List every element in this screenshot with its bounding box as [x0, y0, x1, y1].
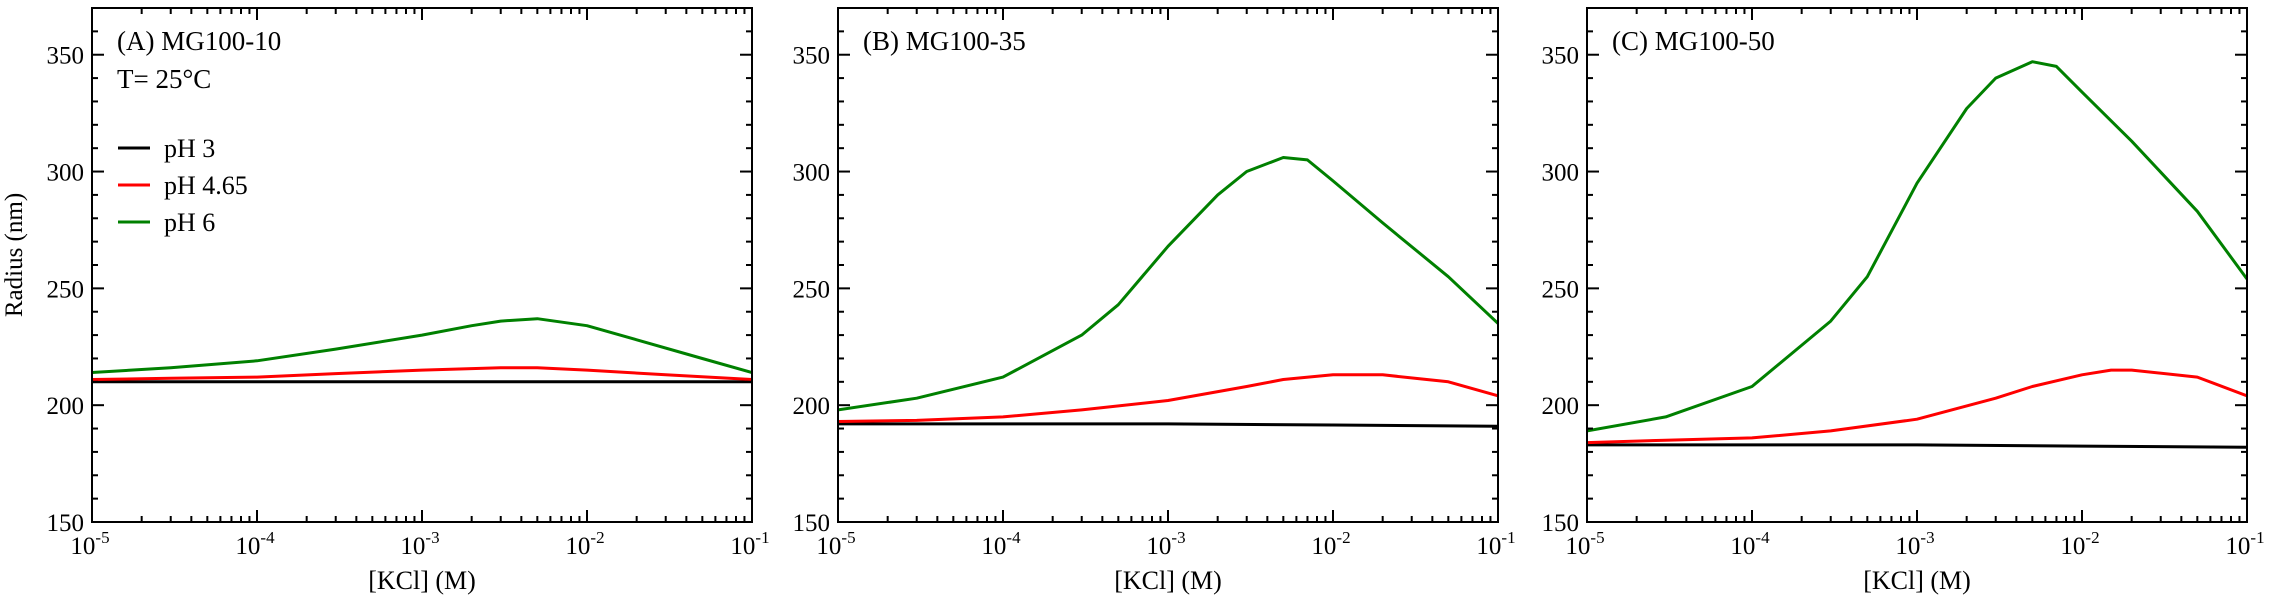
x-tick-label: 10-5: [1565, 528, 1604, 560]
y-tick-label: 200: [1542, 393, 1580, 420]
y-tick-label: 250: [47, 276, 85, 303]
x-tick-exponent: -4: [260, 528, 275, 547]
x-tick-label: 10-1: [730, 528, 769, 560]
y-tick-label: 150: [47, 510, 85, 537]
x-axis-label: [KCl] (M): [1863, 566, 1971, 595]
y-tick-label: 150: [1542, 510, 1580, 537]
legend: pH 3 pH 4.65 pH 6: [118, 134, 248, 237]
x-tick-base: 10: [565, 533, 590, 560]
y-tick-label: 300: [793, 160, 831, 187]
x-tick-base: 10: [1565, 533, 1590, 560]
x-tick-label: 10-5: [70, 528, 109, 560]
series-line-ph-4-65: [838, 373, 1498, 423]
x-tick-base: 10: [1476, 533, 1501, 560]
x-tick-exponent: -3: [1171, 528, 1185, 547]
y-tick-label: 300: [1542, 160, 1580, 187]
x-tick-exponent: -2: [1336, 528, 1350, 547]
y-tick-label: 150: [793, 510, 831, 537]
y-tick-label: 250: [793, 276, 831, 303]
y-tick-label: 250: [1542, 276, 1580, 303]
legend-label: pH 3: [164, 134, 215, 163]
y-axis-label: Radius (nm): [1, 193, 28, 317]
y-tick-label: 350: [793, 43, 831, 70]
x-tick-label: 10-1: [2225, 528, 2264, 560]
y-tick-label: 300: [47, 160, 85, 187]
plot-frame: [837, 7, 1499, 523]
series-line-ph-3: [838, 422, 1498, 428]
x-tick-label: 10-3: [1895, 528, 1934, 560]
x-tick-label: 10-5: [816, 528, 855, 560]
x-tick-base: 10: [1146, 533, 1171, 560]
y-tick-label: 200: [47, 393, 85, 420]
x-tick-base: 10: [730, 533, 755, 560]
y-tick-label: 200: [793, 393, 831, 420]
legend-label: pH 6: [164, 208, 215, 237]
x-tick-exponent: -5: [841, 528, 855, 547]
series-line-ph-4-65: [1587, 368, 2247, 445]
x-tick-exponent: -2: [2085, 528, 2099, 547]
series-line-ph-4-65: [92, 366, 752, 381]
x-tick-exponent: -5: [95, 528, 109, 547]
x-tick-base: 10: [981, 533, 1006, 560]
x-tick-exponent: -1: [1501, 528, 1515, 547]
panel-label: (C) MG100-50: [1612, 26, 1775, 56]
panel-label: (A) MG100-10: [117, 26, 281, 56]
x-tick-exponent: -3: [425, 528, 439, 547]
x-tick-label: 10-3: [1146, 528, 1185, 560]
x-tick-label: 10-1: [1476, 528, 1515, 560]
x-tick-exponent: -2: [590, 528, 604, 547]
x-tick-base: 10: [1895, 533, 1920, 560]
x-tick-base: 10: [1311, 533, 1336, 560]
series-line-ph-6: [92, 317, 752, 374]
x-tick-exponent: -3: [1920, 528, 1934, 547]
x-tick-label: 10-4: [235, 528, 275, 560]
x-tick-exponent: -1: [2250, 528, 2264, 547]
legend-label: pH 4.65: [164, 171, 248, 200]
x-tick-base: 10: [2060, 533, 2085, 560]
panel-label: (B) MG100-35: [863, 26, 1026, 56]
x-tick-base: 10: [816, 533, 841, 560]
x-tick-label: 10-3: [400, 528, 439, 560]
temperature-annotation: T= 25°C: [117, 64, 211, 94]
x-tick-label: 10-4: [981, 528, 1021, 560]
x-tick-base: 10: [1730, 533, 1755, 560]
series-line-ph-6: [1587, 60, 2247, 433]
y-tick-label: 350: [1542, 43, 1580, 70]
x-tick-label: 10-2: [1311, 528, 1350, 560]
x-tick-exponent: -1: [755, 528, 769, 547]
x-tick-base: 10: [400, 533, 425, 560]
x-axis-label: [KCl] (M): [368, 566, 476, 595]
series-line-ph-6: [838, 156, 1498, 412]
series-line-ph-3: [1587, 443, 2247, 449]
x-axis-label: [KCl] (M): [1114, 566, 1222, 595]
x-tick-base: 10: [2225, 533, 2250, 560]
x-tick-exponent: -4: [1755, 528, 1770, 547]
x-tick-label: 10-2: [565, 528, 604, 560]
x-tick-exponent: -5: [1590, 528, 1604, 547]
x-tick-label: 10-4: [1730, 528, 1770, 560]
x-tick-exponent: -4: [1006, 528, 1021, 547]
x-tick-base: 10: [235, 533, 260, 560]
y-tick-label: 350: [47, 43, 85, 70]
x-tick-base: 10: [70, 533, 95, 560]
x-tick-label: 10-2: [2060, 528, 2099, 560]
